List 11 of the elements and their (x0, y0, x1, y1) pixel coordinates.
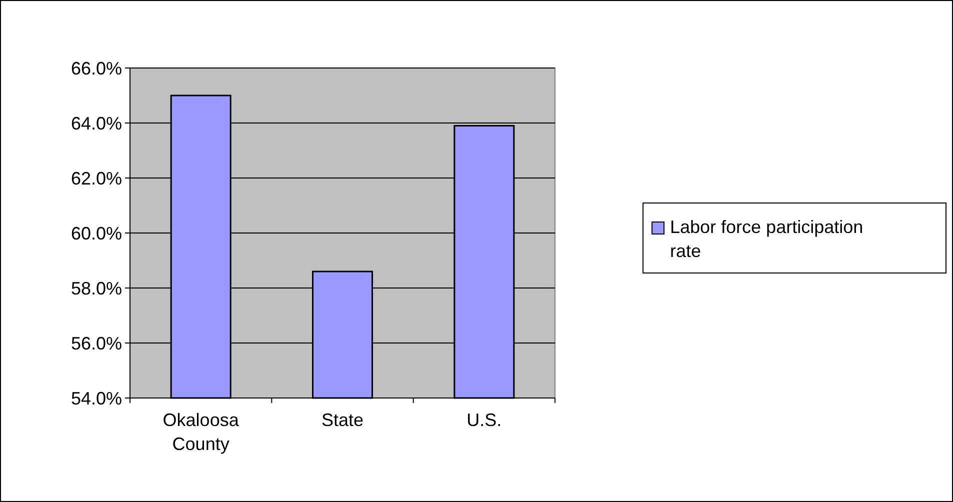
y-tick-label: 60.0% (70, 223, 122, 244)
y-tick-label: 56.0% (70, 333, 122, 354)
y-tick-label: 64.0% (70, 113, 122, 134)
x-tick-label: U.S. (466, 410, 502, 430)
y-tick-label: 66.0% (70, 58, 122, 78)
legend-label: Labor force participation rate (670, 217, 864, 261)
x-tick-label: Okaloosa County (162, 410, 240, 454)
y-tick-label: 58.0% (70, 278, 122, 298)
y-tick-label: 62.0% (70, 168, 122, 188)
x-tick-label: State (321, 410, 364, 430)
y-tick-label: 54.0% (70, 388, 122, 408)
